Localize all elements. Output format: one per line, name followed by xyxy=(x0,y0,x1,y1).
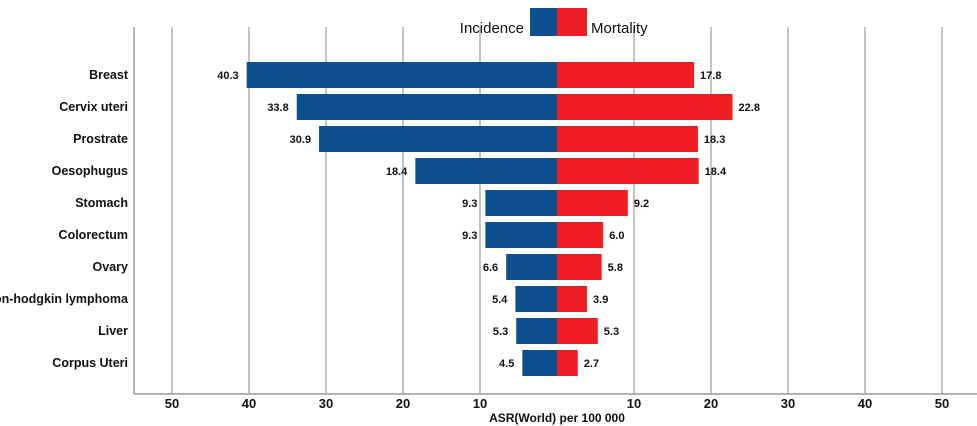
data-label-mortality: 6.0 xyxy=(609,230,624,242)
gridlines xyxy=(171,27,943,394)
category-label: Corpus Uteri xyxy=(52,356,128,370)
data-label-incidence: 4.5 xyxy=(499,358,514,370)
bar-mortality xyxy=(557,286,588,312)
bar-mortality xyxy=(557,254,602,280)
category-labels: Breast Cervix uteri Prostrate Oesophugus Sto… xyxy=(0,68,129,370)
category-label: Liver xyxy=(98,324,128,338)
x-tick-label: 10 xyxy=(627,396,641,411)
data-label-mortality: 5.3 xyxy=(604,326,619,338)
data-label-mortality: 3.9 xyxy=(593,294,608,306)
legend-label-mortality: Mortality xyxy=(591,20,648,37)
bar-incidence xyxy=(246,62,557,88)
value-labels: 40.3 17.8 33.8 22.8 30.9 18.3 18.4 18.4 9.3 9.2 9.… xyxy=(217,70,760,370)
data-label-mortality: 22.8 xyxy=(739,102,760,114)
data-label-mortality: 18.3 xyxy=(704,134,725,146)
bars xyxy=(246,62,733,376)
category-label: Breast xyxy=(89,68,129,82)
x-tick-label: 30 xyxy=(319,396,333,411)
category-label: Ovary xyxy=(93,260,128,274)
data-label-incidence: 33.8 xyxy=(267,102,288,114)
x-tick-label: 40 xyxy=(858,396,872,411)
category-label: Oesophugus xyxy=(52,164,128,178)
bar-mortality xyxy=(557,62,695,88)
bar-mortality xyxy=(557,318,598,344)
data-label-mortality: 5.8 xyxy=(608,262,623,274)
data-label-incidence: 6.6 xyxy=(483,262,498,274)
bar-incidence xyxy=(515,286,557,312)
bar-incidence xyxy=(319,126,557,152)
category-label: Colorectum xyxy=(59,228,128,242)
data-label-incidence: 9.3 xyxy=(462,230,477,242)
data-label-mortality: 2.7 xyxy=(584,358,599,370)
x-tick-label: 10 xyxy=(473,396,487,411)
bar-incidence xyxy=(522,350,557,376)
category-label: Stomach xyxy=(75,196,128,210)
bar-incidence xyxy=(485,222,557,248)
x-tick-label: 50 xyxy=(935,396,949,411)
category-label: Prostrate xyxy=(73,132,128,146)
data-label-incidence: 5.4 xyxy=(492,294,508,306)
data-label-incidence: 40.3 xyxy=(217,70,238,82)
legend: Incidence Mortality xyxy=(460,8,648,37)
bar-incidence xyxy=(516,318,557,344)
data-label-incidence: 9.3 xyxy=(462,198,477,210)
data-label-mortality: 18.4 xyxy=(705,166,727,178)
plot-frame xyxy=(133,27,977,395)
x-axis-title: ASR(World) per 100 000 xyxy=(489,411,625,425)
data-label-mortality: 9.2 xyxy=(634,198,649,210)
bar-mortality xyxy=(557,222,604,248)
bar-mortality xyxy=(557,158,699,184)
legend-label-incidence: Incidence xyxy=(460,20,524,37)
data-label-incidence: 18.4 xyxy=(386,166,408,178)
data-label-mortality: 17.8 xyxy=(700,70,721,82)
bar-incidence xyxy=(485,190,557,216)
bar-mortality xyxy=(557,350,578,376)
x-tick-label: 50 xyxy=(165,396,179,411)
bar-mortality xyxy=(557,190,628,216)
bar-incidence xyxy=(506,254,557,280)
category-label: Non-hodgkin lymphoma xyxy=(0,292,129,306)
x-tick-label: 20 xyxy=(704,396,718,411)
bar-mortality xyxy=(557,94,733,120)
legend-swatch-mortality xyxy=(557,8,587,36)
bar-incidence xyxy=(296,94,557,120)
x-tick-label: 30 xyxy=(781,396,795,411)
bar-incidence xyxy=(415,158,557,184)
x-tick-labels: 50 40 30 20 10 10 20 30 40 50 xyxy=(165,396,949,411)
legend-swatch-incidence xyxy=(530,8,557,36)
category-label: Cervix uteri xyxy=(59,100,128,114)
x-tick-label: 40 xyxy=(242,396,256,411)
data-label-incidence: 5.3 xyxy=(493,326,508,338)
x-tick-label: 20 xyxy=(396,396,410,411)
data-label-incidence: 30.9 xyxy=(290,134,311,146)
bar-mortality xyxy=(557,126,698,152)
